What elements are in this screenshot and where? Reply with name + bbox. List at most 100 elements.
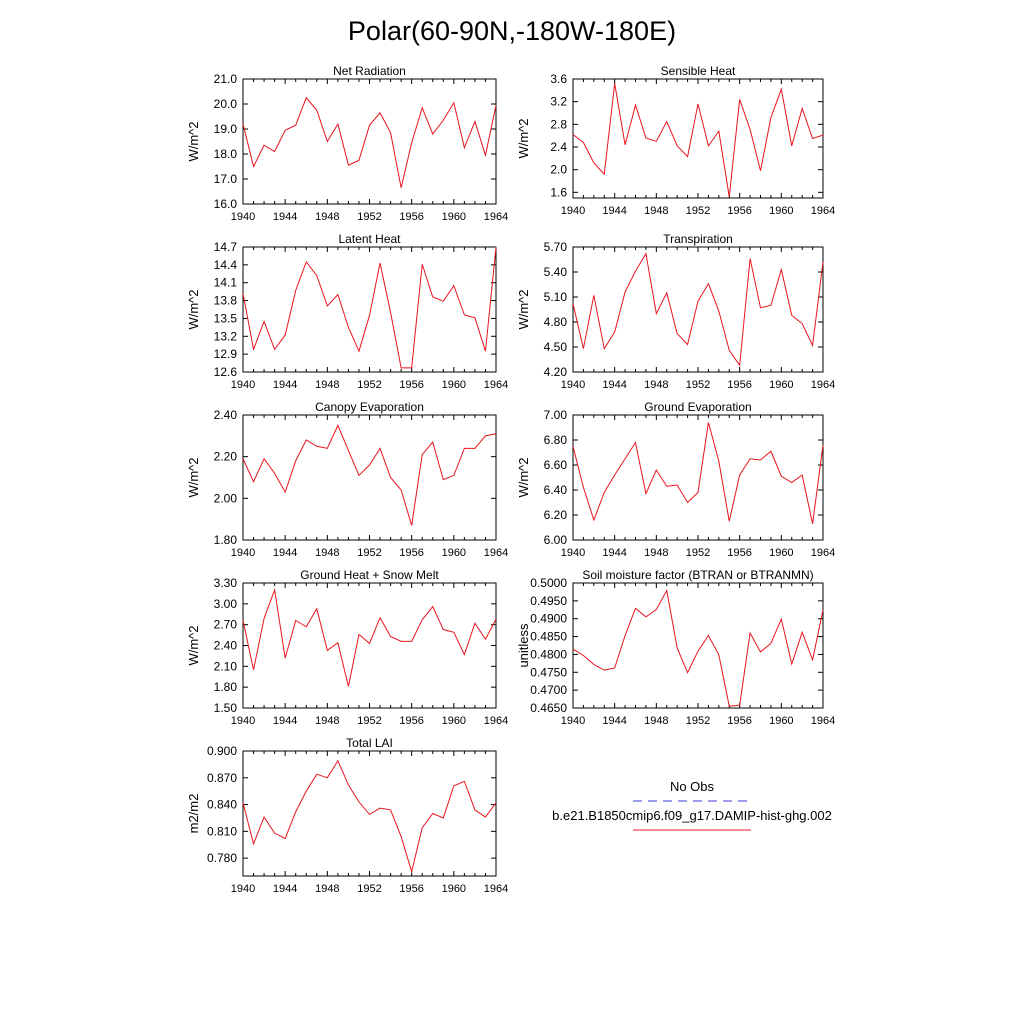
x-tick-label: 1944 bbox=[273, 883, 297, 895]
y-tick-label: 0.4700 bbox=[530, 683, 567, 697]
panel-title-ground-evaporation: Ground Evaporation bbox=[644, 400, 751, 414]
y-tick-label: 14.7 bbox=[214, 240, 238, 254]
x-tick-label: 1952 bbox=[686, 205, 710, 217]
y-tick-label: 13.8 bbox=[214, 294, 238, 308]
y-tick-label: 6.40 bbox=[544, 483, 568, 497]
legend-label-no-obs: No Obs bbox=[670, 779, 715, 794]
x-tick-label: 1948 bbox=[315, 547, 339, 559]
x-tick-label: 1956 bbox=[727, 715, 751, 727]
x-tick-label: 1952 bbox=[686, 379, 710, 391]
panel-title-total-lai: Total LAI bbox=[346, 736, 393, 750]
x-tick-label: 1952 bbox=[357, 715, 381, 727]
plot-frame-net-radiation bbox=[243, 79, 496, 204]
x-tick-label: 1944 bbox=[273, 547, 297, 559]
x-tick-label: 1952 bbox=[357, 211, 381, 223]
x-tick-label: 1960 bbox=[442, 211, 466, 223]
y-tick-label: 14.4 bbox=[214, 258, 238, 272]
y-tick-label: 0.4900 bbox=[530, 612, 567, 626]
y-tick-label: 6.20 bbox=[544, 508, 568, 522]
x-tick-label: 1964 bbox=[811, 205, 835, 217]
y-tick-label: 4.20 bbox=[544, 365, 568, 379]
y-tick-label: 0.870 bbox=[207, 771, 237, 785]
series-line-latent-heat bbox=[243, 247, 496, 368]
y-tick-label: 19.0 bbox=[214, 122, 238, 136]
panel-ground-heat-snow-melt: Ground Heat + Snow Melt 1.50 1.80 2.10 2.40 2… bbox=[186, 568, 508, 727]
y-tick-label: 3.00 bbox=[214, 597, 238, 611]
y-tick-label: 2.40 bbox=[214, 639, 238, 653]
x-tick-label: 1948 bbox=[315, 379, 339, 391]
x-tick-label: 1964 bbox=[484, 547, 508, 559]
x-tick-label: 1956 bbox=[727, 379, 751, 391]
x-tick-label: 1960 bbox=[442, 547, 466, 559]
panel-title-transpiration: Transpiration bbox=[663, 232, 733, 246]
x-tick-label: 1964 bbox=[484, 379, 508, 391]
series-line-transpiration bbox=[573, 254, 823, 366]
y-tick-label: 0.900 bbox=[207, 744, 237, 758]
y-tick-label: 0.780 bbox=[207, 851, 237, 865]
y-tick-label: 0.4950 bbox=[530, 594, 567, 608]
y-tick-label: 17.0 bbox=[214, 172, 238, 186]
x-tick-label: 1940 bbox=[231, 379, 255, 391]
plot-frame-canopy-evaporation bbox=[243, 415, 496, 540]
y-tick-label: 3.30 bbox=[214, 576, 238, 590]
y-tick-label: 4.50 bbox=[544, 340, 568, 354]
panel-title-canopy-evaporation: Canopy Evaporation bbox=[315, 400, 424, 414]
panel-soil-moisture-factor-btran-or-btranmn: Soil moisture factor (BTRAN or BTRANMN) 0… bbox=[516, 568, 835, 727]
x-tick-label: 1960 bbox=[769, 715, 793, 727]
x-tick-label: 1940 bbox=[561, 205, 585, 217]
legend-label-model: b.e21.B1850cmip6.f09_g17.DAMIP-hist-ghg.… bbox=[552, 808, 832, 823]
y-tick-label: 1.50 bbox=[214, 701, 238, 715]
x-tick-label: 1948 bbox=[644, 205, 668, 217]
x-tick-label: 1944 bbox=[273, 715, 297, 727]
x-tick-label: 1944 bbox=[602, 715, 626, 727]
y-tick-label: 2.8 bbox=[550, 117, 567, 131]
y-tick-label: 0.5000 bbox=[530, 576, 567, 590]
y-tick-label: 6.80 bbox=[544, 433, 568, 447]
panel-ground-evaporation: Ground Evaporation 6.00 6.20 6.40 6.60 6.80 7.… bbox=[516, 400, 835, 559]
y-tick-label: 2.00 bbox=[214, 491, 238, 505]
y-tick-label: 18.0 bbox=[214, 147, 238, 161]
y-tick-label: 0.4850 bbox=[530, 630, 567, 644]
legend: No Obs b.e21.B1850cmip6.f09_g17.DAMIP-hi… bbox=[552, 779, 832, 830]
x-tick-label: 1952 bbox=[357, 379, 381, 391]
x-tick-label: 1960 bbox=[442, 379, 466, 391]
y-tick-label: 1.80 bbox=[214, 680, 238, 694]
x-tick-label: 1944 bbox=[602, 547, 626, 559]
y-tick-label: 2.20 bbox=[214, 450, 238, 464]
x-tick-label: 1956 bbox=[399, 379, 423, 391]
x-tick-label: 1948 bbox=[644, 547, 668, 559]
y-tick-label: 2.10 bbox=[214, 659, 238, 673]
y-tick-label: 2.70 bbox=[214, 618, 238, 632]
series-line-ground-evaporation bbox=[573, 423, 823, 524]
x-tick-label: 1960 bbox=[442, 883, 466, 895]
y-tick-label: 20.0 bbox=[214, 97, 238, 111]
y-tick-label: 0.4650 bbox=[530, 701, 567, 715]
x-tick-label: 1940 bbox=[231, 547, 255, 559]
y-tick-label: 4.80 bbox=[544, 315, 568, 329]
x-tick-label: 1956 bbox=[399, 883, 423, 895]
y-tick-label: 2.40 bbox=[214, 408, 238, 422]
y-axis-label-total-lai: m2/m2 bbox=[186, 794, 201, 834]
y-tick-label: 0.840 bbox=[207, 798, 237, 812]
x-tick-label: 1960 bbox=[769, 379, 793, 391]
panel-title-net-radiation: Net Radiation bbox=[333, 64, 406, 78]
x-tick-label: 1952 bbox=[357, 547, 381, 559]
y-tick-label: 1.80 bbox=[214, 533, 238, 547]
y-tick-label: 13.2 bbox=[214, 329, 238, 343]
y-tick-label: 3.2 bbox=[550, 95, 567, 109]
x-tick-label: 1952 bbox=[686, 547, 710, 559]
panel-title-sensible-heat: Sensible Heat bbox=[661, 64, 736, 78]
x-tick-label: 1952 bbox=[357, 883, 381, 895]
y-axis-label-ground-evaporation: W/m^2 bbox=[516, 457, 531, 497]
x-tick-label: 1964 bbox=[811, 379, 835, 391]
x-tick-label: 1940 bbox=[561, 379, 585, 391]
plot-frame-ground-evaporation bbox=[573, 415, 823, 540]
y-axis-label-ground-heat-snow-melt: W/m^2 bbox=[186, 625, 201, 665]
x-tick-label: 1948 bbox=[315, 211, 339, 223]
plot-frame-total-lai bbox=[243, 751, 496, 876]
x-tick-label: 1940 bbox=[231, 715, 255, 727]
x-tick-label: 1964 bbox=[484, 883, 508, 895]
y-tick-label: 3.6 bbox=[550, 72, 567, 86]
y-tick-label: 6.00 bbox=[544, 533, 568, 547]
x-tick-label: 1960 bbox=[769, 547, 793, 559]
